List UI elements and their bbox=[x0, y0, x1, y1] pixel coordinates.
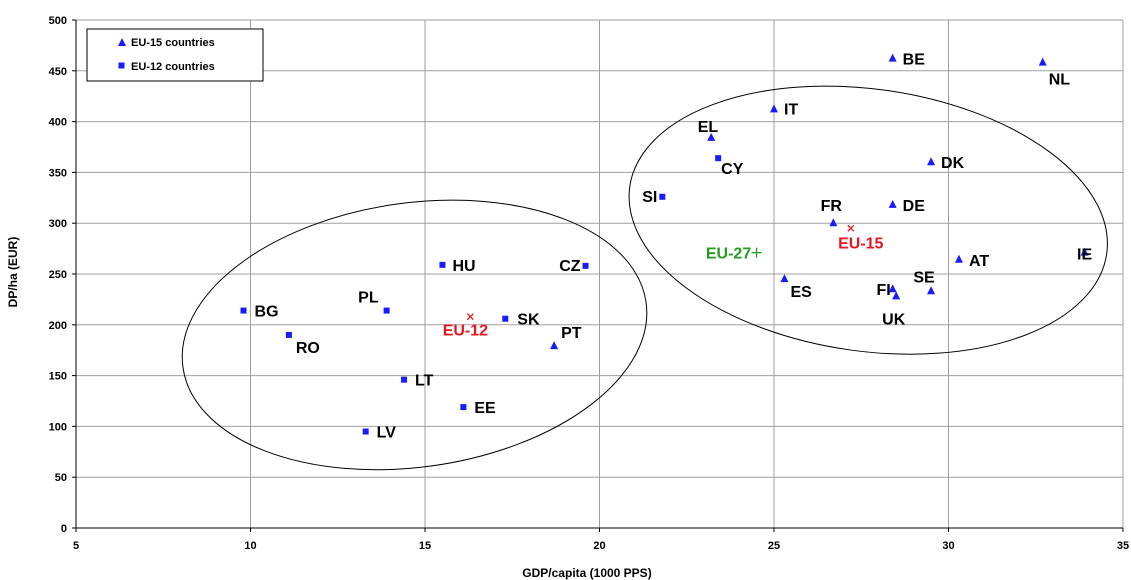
point-label-ee: EE bbox=[474, 400, 496, 417]
marker-bg bbox=[240, 307, 247, 314]
marker-lv bbox=[362, 428, 369, 435]
marker-de bbox=[888, 199, 897, 208]
point-label-es: ES bbox=[790, 284, 812, 301]
y-tick-label: 400 bbox=[49, 117, 67, 129]
marker-it bbox=[770, 104, 778, 113]
marker-be bbox=[888, 53, 897, 62]
point-label-fr: FR bbox=[821, 198, 843, 215]
point-label-se: SE bbox=[913, 269, 935, 286]
marker-cy bbox=[715, 155, 722, 162]
marker-eu-27 bbox=[751, 247, 762, 258]
point-label-el: EL bbox=[698, 119, 719, 136]
x-tick-label: 35 bbox=[1117, 540, 1129, 552]
marker-es bbox=[780, 274, 789, 283]
marker-uk bbox=[892, 291, 901, 300]
marker-ro bbox=[285, 331, 292, 338]
point-label-pl: PL bbox=[358, 290, 379, 307]
marker-lt bbox=[401, 376, 408, 383]
marker-pt bbox=[550, 341, 559, 350]
marker-at bbox=[954, 254, 963, 263]
marker-si bbox=[659, 193, 666, 200]
y-tick-label: 200 bbox=[49, 320, 67, 332]
point-label-lt: LT bbox=[415, 373, 434, 390]
point-label-eu-15: EU-15 bbox=[838, 235, 883, 252]
point-label-eu-27: EU-27 bbox=[706, 246, 751, 263]
x-tick-label: 15 bbox=[419, 540, 431, 552]
grid-lines bbox=[76, 19, 1124, 528]
marker-fr bbox=[829, 218, 838, 227]
marker-hu bbox=[439, 261, 446, 268]
point-label-at: AT bbox=[969, 253, 989, 270]
point-label-de: DE bbox=[903, 198, 926, 215]
y-tick-label: 500 bbox=[49, 15, 67, 27]
marker-pl bbox=[383, 307, 390, 314]
marker-nl bbox=[1038, 57, 1047, 66]
cluster-ellipses bbox=[181, 85, 1108, 471]
point-labels: BE NL IT EL DK DE FR IE AT ES FI SE UK PT CY SI CZ HU BG PL… bbox=[255, 52, 1093, 442]
x-axis-title: GDP/capita (1000 PPS) bbox=[522, 566, 651, 580]
point-label-ie: IE bbox=[1077, 247, 1092, 264]
point-label-nl: NL bbox=[1049, 72, 1071, 89]
cluster-ellipse bbox=[628, 85, 1108, 355]
marker-eu-12 bbox=[466, 313, 474, 321]
point-label-dk: DK bbox=[941, 155, 965, 172]
legend-box bbox=[86, 28, 264, 82]
point-label-cy: CY bbox=[721, 161, 744, 178]
x-tick-label: 5 bbox=[73, 540, 79, 552]
cluster-ellipse bbox=[181, 199, 648, 471]
legend: EU-15 countries EU-12 countries bbox=[86, 28, 264, 82]
x-tick-label: 10 bbox=[244, 540, 256, 552]
y-tick-label: 50 bbox=[55, 472, 67, 484]
point-label-bg: BG bbox=[255, 304, 279, 321]
legend-label-eu15: EU-15 countries bbox=[131, 37, 215, 49]
point-label-ro: RO bbox=[296, 340, 320, 357]
legend-triangle-marker bbox=[118, 38, 126, 46]
y-tick-label: 150 bbox=[49, 371, 67, 383]
point-label-cz: CZ bbox=[559, 258, 581, 275]
y-axis-title: DP/ha (EUR) bbox=[6, 237, 20, 308]
marker-ie bbox=[1080, 247, 1089, 256]
point-label-lv: LV bbox=[377, 424, 397, 441]
y-tick-label: 250 bbox=[49, 269, 67, 281]
marker-se bbox=[927, 286, 936, 295]
legend-label-eu12: EU-12 countries bbox=[131, 61, 215, 73]
y-tick-label: 100 bbox=[49, 421, 67, 433]
point-label-si: SI bbox=[642, 189, 657, 206]
y-tick-label: 300 bbox=[49, 218, 67, 230]
x-tick-label: 30 bbox=[942, 540, 954, 552]
y-tick-label: 450 bbox=[49, 66, 67, 78]
y-tick-label: 350 bbox=[49, 167, 67, 179]
marker-eu-15 bbox=[847, 224, 855, 232]
marker-el bbox=[707, 132, 716, 141]
point-label-pt: PT bbox=[561, 325, 582, 342]
y-tick-label: 0 bbox=[61, 523, 67, 535]
marker-ee bbox=[460, 404, 467, 411]
point-label-hu: HU bbox=[452, 258, 475, 275]
legend-square-marker bbox=[118, 62, 125, 69]
point-label-eu-12: EU-12 bbox=[443, 323, 488, 340]
marker-fi bbox=[888, 284, 897, 293]
point-label-be: BE bbox=[903, 52, 926, 69]
point-label-uk: UK bbox=[882, 311, 906, 328]
x-tick-label: 20 bbox=[593, 540, 605, 552]
marker-dk bbox=[927, 157, 936, 166]
point-label-it: IT bbox=[784, 101, 798, 118]
axes: 0 50 100 150 200 250 300 350 400 450 500 5 10 15 20 25 3… bbox=[49, 15, 1129, 552]
marker-cz bbox=[582, 262, 589, 269]
data-points bbox=[240, 53, 1089, 435]
point-label-fi: FI bbox=[876, 282, 890, 299]
x-tick-label: 25 bbox=[768, 540, 780, 552]
point-label-sk: SK bbox=[517, 312, 540, 329]
marker-sk bbox=[502, 315, 509, 322]
